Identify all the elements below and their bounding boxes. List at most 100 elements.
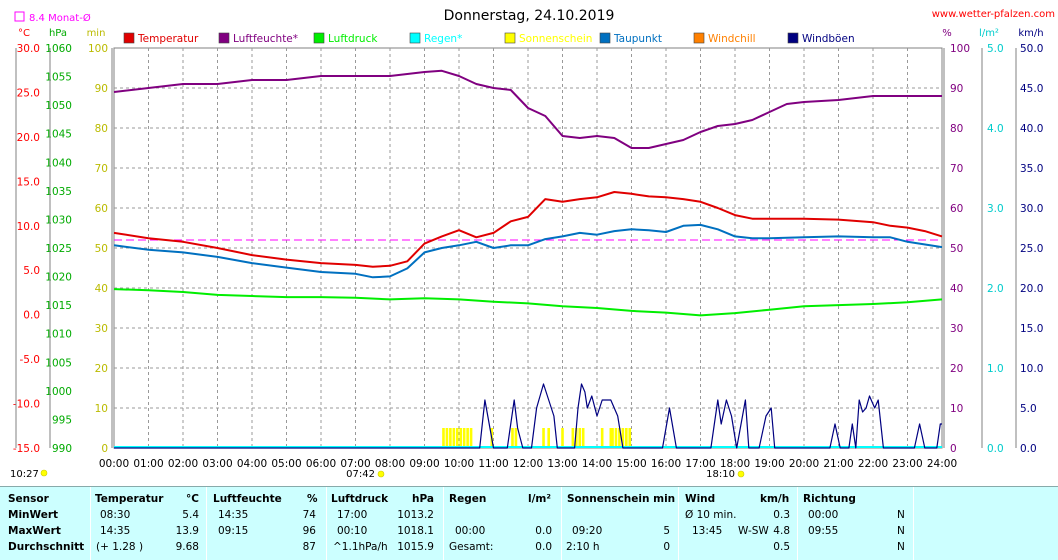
legend-swatch — [123, 32, 135, 44]
sunshine-bar — [445, 428, 449, 448]
stats-header-wind-unit: km/h — [760, 493, 790, 505]
x-tick-label: 16:00 — [651, 458, 681, 470]
series-layer — [113, 69, 943, 449]
legend-swatch — [313, 32, 325, 44]
dir-value: N — [897, 541, 905, 553]
stats-header-press: Luftdruck — [331, 493, 389, 505]
y-tick-label: 0 — [101, 443, 108, 455]
x-tick-label: 11:00 — [478, 458, 508, 470]
y-tick-label: 1055 — [45, 72, 72, 84]
x-tick-label: 24:00 — [927, 458, 957, 470]
hum-value: 74 — [302, 509, 316, 521]
y-tick-label: 1000 — [45, 386, 72, 398]
sunshine-bar — [609, 428, 613, 448]
y-tick-label: 40.0 — [1020, 123, 1043, 135]
stats-header-hum: Luftfeuchte — [213, 493, 282, 505]
y-tick-label: 0.0 — [23, 310, 40, 322]
y-tick-label: 30.0 — [1020, 203, 1043, 215]
x-tick-label: 07:00 — [340, 458, 370, 470]
x-tick-label: 00:00 — [99, 458, 129, 470]
sunshine-bar — [442, 428, 445, 448]
y-tick-label: 100 — [88, 43, 108, 55]
hum-value: 87 — [302, 541, 316, 553]
temp-time: 08:30 — [100, 509, 131, 521]
legend-label: Temperatur — [137, 33, 199, 45]
rain-time: 00:00 — [455, 525, 486, 537]
x-tick-label: 22:00 — [858, 458, 888, 470]
unit-min: min — [87, 28, 106, 39]
x-tick-label: 01:00 — [133, 458, 163, 470]
x-tick-label: 15:00 — [616, 458, 646, 470]
y-tick-label: 1030 — [45, 214, 72, 226]
series-line-temperatur — [113, 191, 943, 268]
sunshine-bar — [600, 428, 604, 448]
stats-row-label: MaxWert — [8, 525, 61, 537]
y-tick-label: 50 — [95, 243, 108, 255]
dir-time: 00:00 — [808, 509, 839, 521]
legend-label: Windchill — [708, 33, 756, 45]
chart-title: Donnerstag, 24.10.2019 — [444, 8, 615, 24]
y-tick-label: 1.0 — [987, 363, 1004, 375]
sunrise-icon — [377, 470, 385, 478]
x-tick-label: 17:00 — [685, 458, 715, 470]
x-tick-label: 12:00 — [513, 458, 543, 470]
sunshine-bar — [511, 428, 514, 448]
sunshine-bar — [459, 428, 463, 448]
stats-row-max: MaxWert 14:35 13.9 09:15 96 00:10 1018.1… — [0, 525, 1058, 540]
press-value: 1013.2 — [397, 509, 434, 521]
y-tick-label: 2.0 — [987, 283, 1004, 295]
sunshine-bar — [625, 428, 628, 448]
x-tick-label: 06:00 — [306, 458, 336, 470]
x-tick-label: 10:00 — [444, 458, 474, 470]
sunshine-bar — [614, 428, 618, 448]
press-time: ^1.1hPa/h — [333, 541, 388, 553]
temp-value: 9.68 — [175, 541, 199, 553]
sunshine-bar — [561, 428, 564, 448]
y-tick-label: 70 — [95, 163, 108, 175]
sunshine-bar — [628, 428, 632, 448]
x-tick-label: 04:00 — [237, 458, 267, 470]
legend-label: Luftfeuchte* — [233, 33, 298, 45]
y-tick-label: 20 — [95, 363, 108, 375]
y-tick-label: 60 — [950, 203, 963, 215]
temp-value: 13.9 — [175, 525, 199, 537]
unit-celsius: °C — [18, 28, 30, 39]
x-tick-label: 09:00 — [409, 458, 439, 470]
y-tick-label: 25.0 — [1020, 243, 1043, 255]
x-tick-label: 18:00 — [720, 458, 750, 470]
first-time-label: 10:27 — [10, 469, 39, 480]
legend-swatch — [409, 32, 421, 44]
x-tick-label: 05:00 — [271, 458, 301, 470]
stats-header-wind: Wind — [685, 493, 716, 505]
hum-time: 14:35 — [218, 509, 249, 521]
site-link[interactable]: www.wetter-pfalzen.com — [932, 9, 1055, 20]
y-tick-label: 1060 — [45, 43, 72, 55]
sunshine-bar — [514, 428, 518, 448]
y-tick-label: 35.0 — [1020, 163, 1043, 175]
y-tick-label: 3.0 — [987, 203, 1004, 215]
x-tick-label: 13:00 — [547, 458, 577, 470]
month-avg-marker-icon — [14, 11, 25, 22]
x-tick-label: 23:00 — [892, 458, 922, 470]
axis-tick-labels: 00:00 01:00 02:00 03:00 04:00 05:00 06:00 07:00… — [13, 43, 1044, 470]
y-tick-label: 90 — [950, 83, 963, 95]
stats-panel: Sensor Temperatur °C Luftfeuchte % Luftd… — [0, 486, 1058, 560]
y-tick-label: 20 — [950, 363, 963, 375]
month-avg-label: 8.4 Monat-Ø — [29, 12, 91, 24]
stats-header-row: Sensor Temperatur °C Luftfeuchte % Luftd… — [0, 493, 1058, 508]
y-tick-label: 80 — [95, 123, 108, 135]
stats-header-temp-unit: °C — [186, 493, 199, 505]
sun-value: 5 — [663, 525, 670, 537]
y-tick-label: 80 — [950, 123, 963, 135]
y-tick-label: 30 — [950, 323, 963, 335]
stats-header-press-unit: hPa — [412, 493, 434, 505]
press-value: 1015.9 — [397, 541, 434, 553]
y-tick-label: 5.0 — [1020, 403, 1037, 415]
y-tick-label: 40 — [950, 283, 963, 295]
legend-label: Sonnenschein — [519, 33, 592, 45]
x-tick-label: 20:00 — [789, 458, 819, 470]
press-time: 00:10 — [337, 525, 368, 537]
wind-dir: W-SW — [738, 525, 769, 537]
y-tick-label: 0.0 — [1020, 443, 1037, 455]
y-tick-label: 1050 — [45, 100, 72, 112]
